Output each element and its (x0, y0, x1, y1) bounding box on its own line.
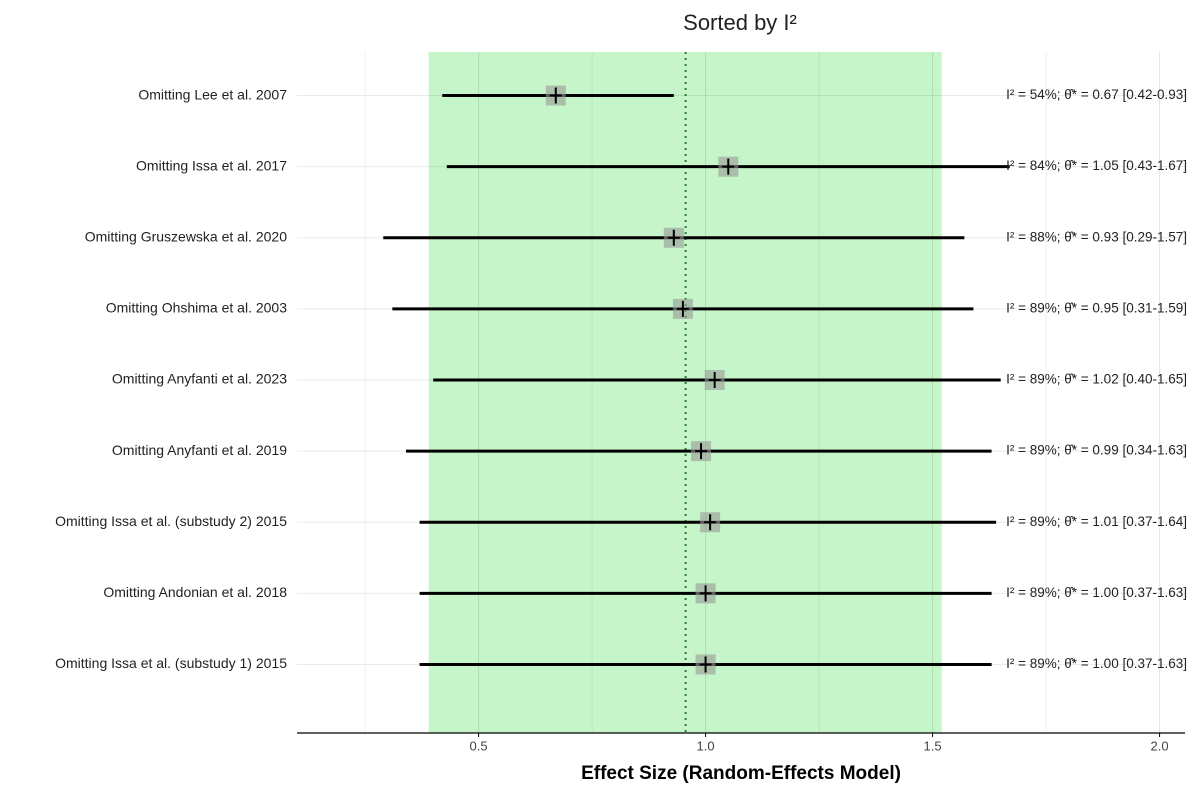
point-cross (667, 229, 680, 246)
point-cross (708, 372, 721, 388)
row-annotation: I² = 89%; θ̂* = 0.99 [0.34-1.63] (1006, 443, 1187, 458)
row-label: Omitting Ohshima et al. 2003 (106, 300, 288, 316)
row-annotation: I² = 89%; θ̂* = 1.01 [0.37-1.64] (1006, 514, 1187, 529)
x-tick-label: 1.0 (697, 738, 715, 753)
row-annotation: I² = 89%; θ̂* = 1.00 [0.37-1.63] (1006, 585, 1187, 600)
point-cross (704, 514, 717, 531)
x-tick-label: 1.5 (924, 738, 942, 753)
row-annotation: I² = 84%; θ̂* = 1.05 [0.43-1.67] (1006, 158, 1187, 173)
row-label: Omitting Anyfanti et al. 2019 (112, 442, 287, 458)
row-label: Omitting Andonian et al. 2018 (103, 584, 287, 600)
x-tick-label: 0.5 (470, 738, 488, 753)
point-cross (676, 300, 689, 317)
row-label: Omitting Issa et al. (substudy 1) 2015 (55, 655, 287, 671)
point-cross (695, 443, 708, 460)
point-cross (549, 87, 562, 104)
row-annotation: I² = 88%; θ̂* = 0.93 [0.29-1.57] (1006, 229, 1187, 244)
row-annotation: I² = 89%; θ̂* = 1.00 [0.37-1.63] (1006, 656, 1187, 671)
chart-title: Sorted by I² (683, 10, 797, 35)
x-tick-label: 2.0 (1151, 738, 1169, 753)
point-cross (699, 585, 712, 602)
row-label: Omitting Gruszewska et al. 2020 (85, 228, 288, 244)
row-annotation: I² = 89%; θ̂* = 1.02 [0.40-1.65] (1006, 372, 1187, 387)
x-axis-title: Effect Size (Random-Effects Model) (581, 763, 901, 784)
row-label: Omitting Issa et al. 2017 (136, 157, 287, 173)
row-annotation: I² = 54%; θ̂* = 0.67 [0.42-0.93] (1006, 87, 1187, 102)
point-cross (699, 656, 712, 673)
row-annotation: I² = 89%; θ̂* = 0.95 [0.31-1.59] (1006, 300, 1187, 315)
row-label: Omitting Lee et al. 2007 (138, 86, 287, 102)
point-cross (722, 158, 735, 175)
row-label: Omitting Issa et al. (substudy 2) 2015 (55, 513, 287, 529)
row-label: Omitting Anyfanti et al. 2023 (112, 371, 287, 387)
